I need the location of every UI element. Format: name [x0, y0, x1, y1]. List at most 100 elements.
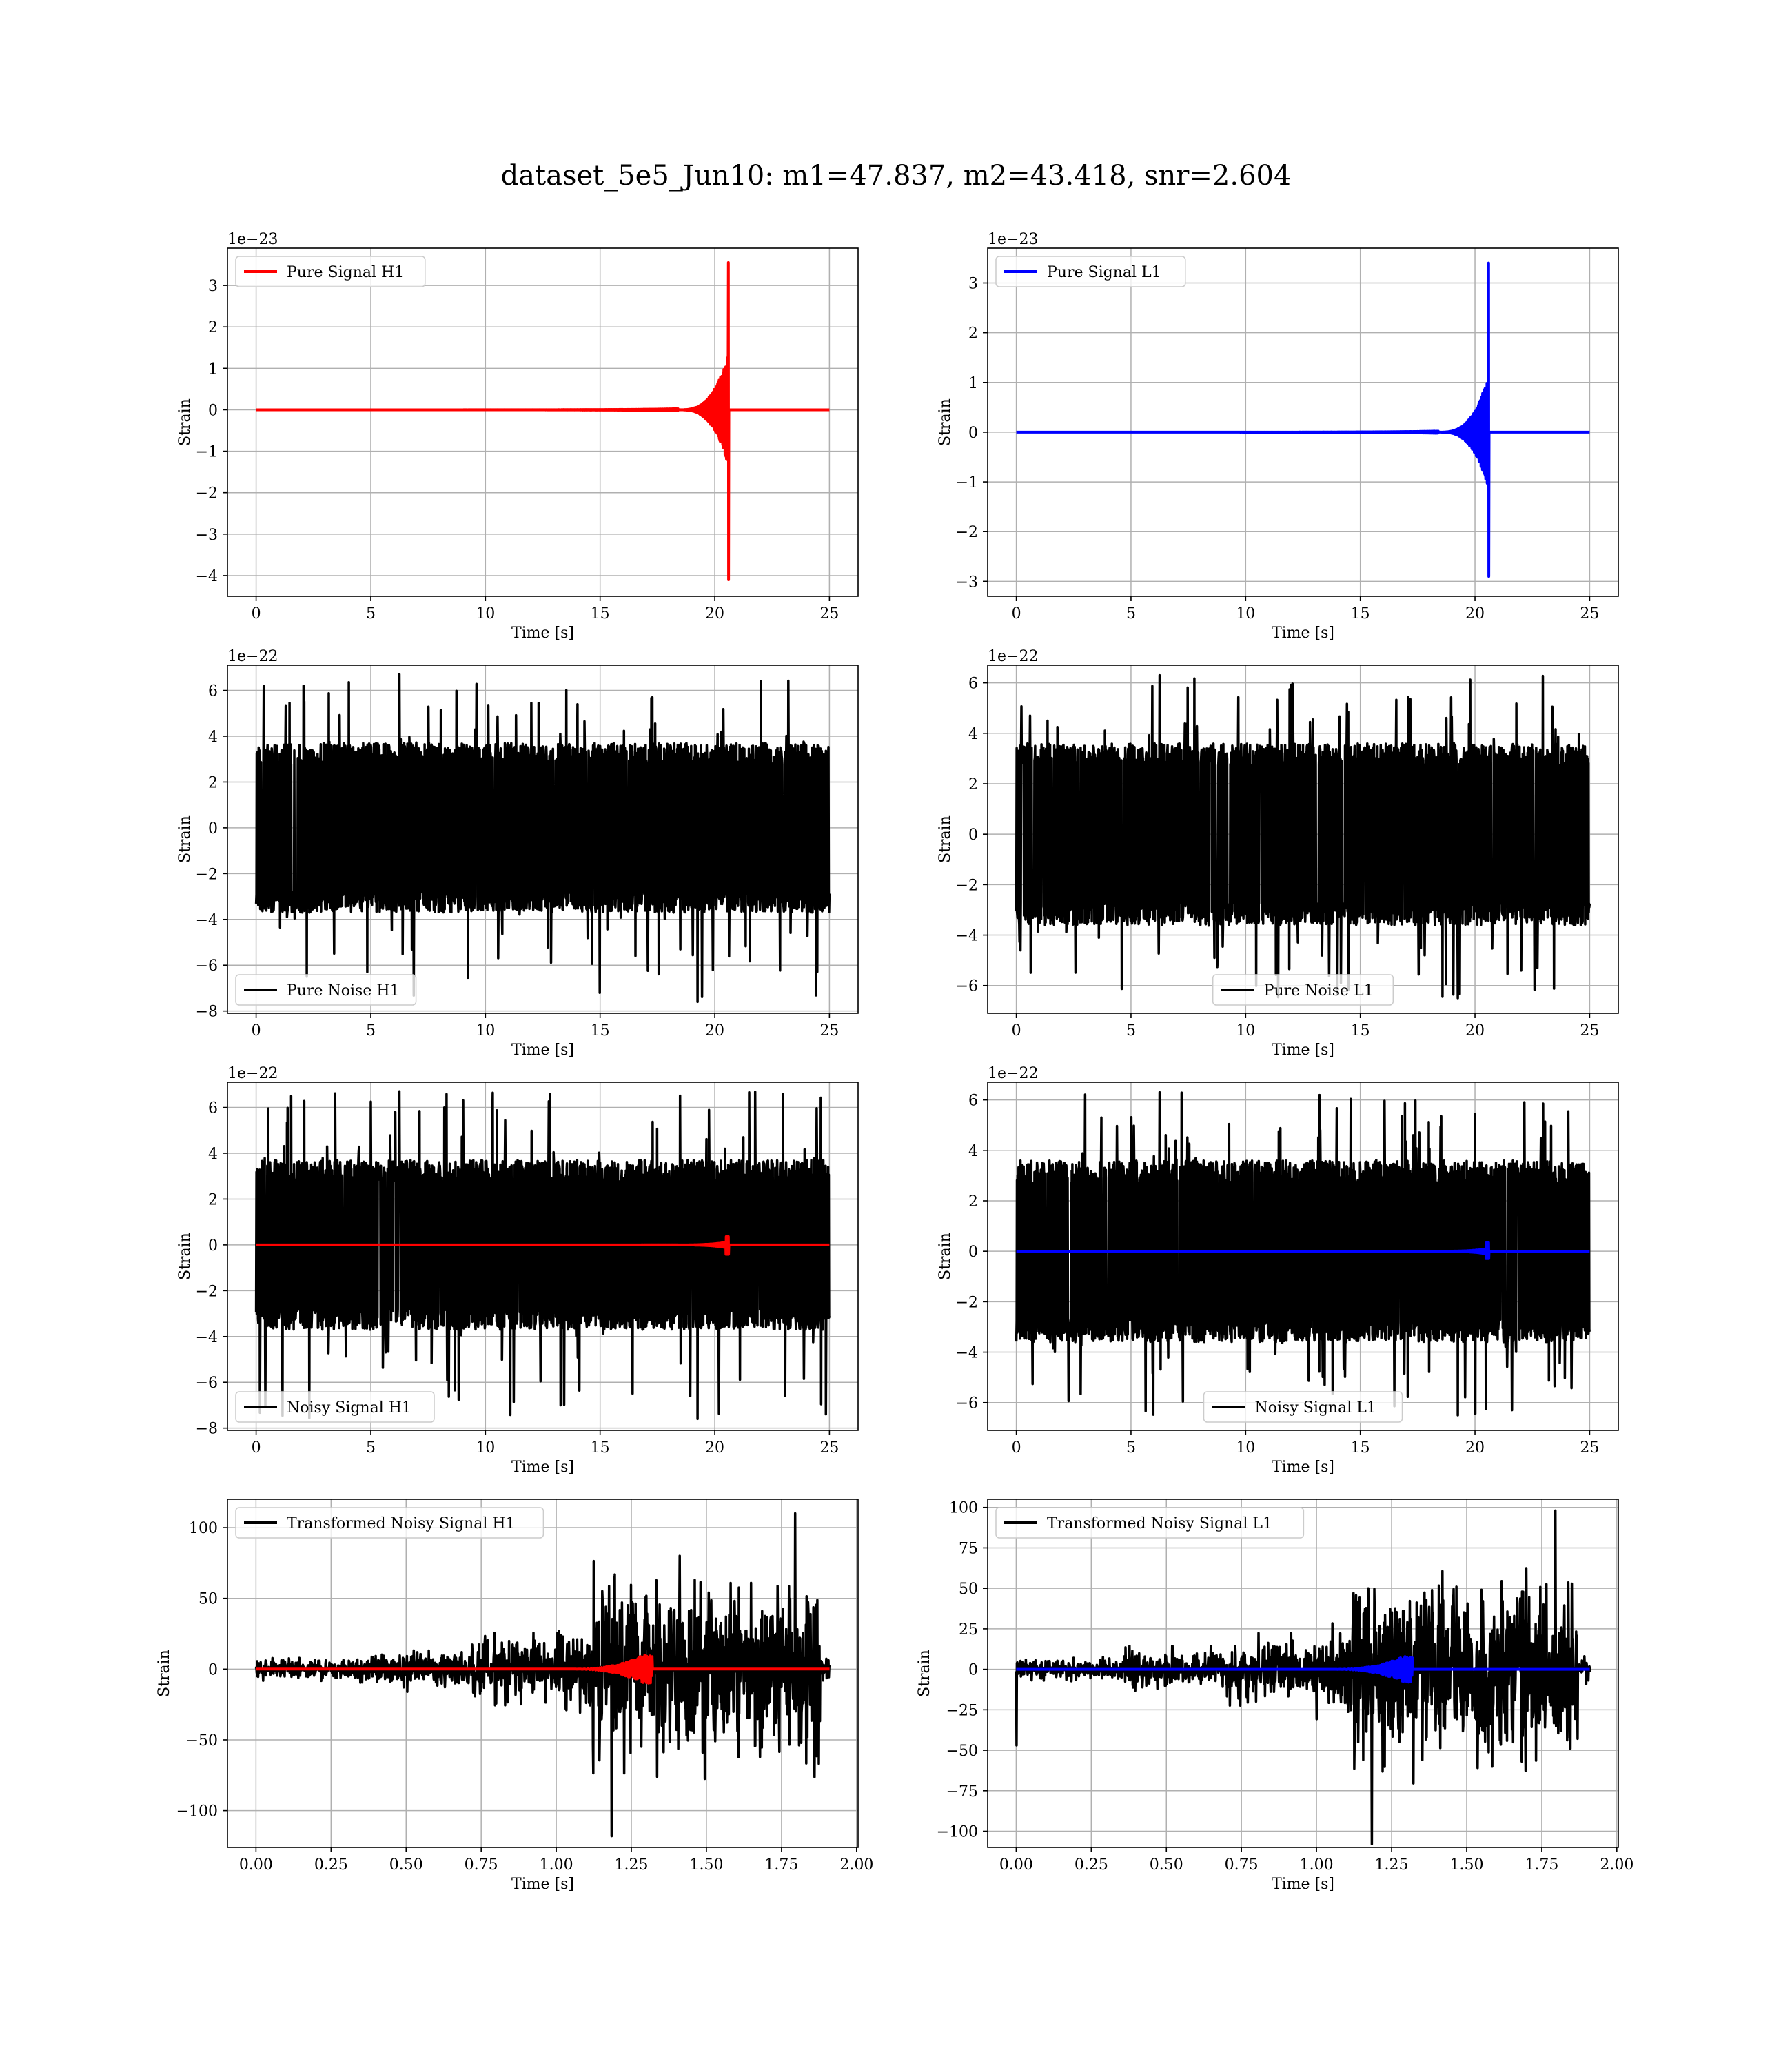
y-tick-label: 0: [208, 402, 218, 419]
y-tick-label: 0: [968, 1244, 978, 1261]
x-axis-label: Time [s]: [1272, 1876, 1334, 1893]
y-tick-label: 0: [968, 1662, 978, 1679]
x-tick-label: 0: [1012, 1439, 1021, 1457]
x-tick-label: 25: [1580, 1439, 1599, 1457]
y-tick-label: 0: [208, 1237, 218, 1255]
x-tick-label: 15: [1351, 605, 1370, 622]
ticks: 0 5 10 15 20 25 −4 −3 −2 −1 0 1 2 3: [196, 278, 839, 622]
legend-box: [235, 1391, 435, 1423]
x-axis-label: Time [s]: [1272, 1459, 1334, 1476]
x-tick-label: 0.50: [1150, 1856, 1183, 1874]
x-tick-label: 5: [1126, 1439, 1136, 1457]
y-tick-label: −8: [196, 1421, 218, 1438]
series-line-signal: [1015, 261, 1591, 578]
x-tick-label: 0.75: [465, 1856, 498, 1874]
y-tick-label: −4: [196, 568, 218, 585]
y-tick-label: −25: [946, 1702, 978, 1719]
x-tick-label: 1.75: [1525, 1856, 1558, 1874]
y-tick-label: −4: [956, 1345, 978, 1362]
x-tick-label: 0.50: [389, 1856, 423, 1874]
offset-text: 1e−23: [988, 231, 1038, 248]
y-axis-label: Strain: [176, 398, 194, 446]
x-tick-label: 0.25: [1075, 1856, 1108, 1874]
legend: Noisy Signal L1: [1203, 1391, 1403, 1423]
ticks: 0 5 10 15 20 25 −3 −2 −1 0 1 2 3: [956, 276, 1600, 623]
plot-area: [1015, 261, 1591, 578]
legend: Transformed Noisy Signal H1: [235, 1507, 544, 1539]
x-tick-label: 20: [1465, 1439, 1485, 1457]
axes-frame: [227, 247, 859, 597]
x-axis-label: Time [s]: [1272, 625, 1334, 642]
x-tick-label: 25: [819, 1439, 839, 1457]
plot-area: [1015, 1509, 1591, 1846]
x-tick-label: 0: [1012, 605, 1021, 622]
axes-frame: [987, 1499, 1619, 1848]
y-tick-label: −3: [956, 574, 978, 591]
y-axis-label: Strain: [176, 815, 194, 863]
y-tick-label: 4: [968, 1143, 978, 1160]
legend-label: Noisy Signal L1: [1255, 1399, 1376, 1417]
legend-label: Pure Signal L1: [1047, 264, 1161, 281]
x-tick-label: 10: [1236, 1022, 1255, 1040]
figure-title: dataset_5e5_Jun10: m1=47.837, m2=43.418,…: [501, 160, 1292, 192]
y-tick-label: 4: [208, 729, 218, 746]
legend-label: Noisy Signal H1: [287, 1399, 411, 1417]
x-tick-label: 0: [252, 1439, 261, 1457]
y-tick-label: 2: [968, 325, 978, 343]
y-tick-label: −100: [176, 1803, 218, 1821]
y-tick-label: −75: [946, 1783, 978, 1801]
y-tick-label: −1: [196, 444, 218, 461]
y-axis-label: Strain: [156, 1650, 173, 1697]
x-tick-label: 1.50: [1449, 1856, 1483, 1874]
y-tick-label: −2: [956, 1294, 978, 1311]
series-line-template: [1015, 1655, 1591, 1684]
x-tick-label: 0.75: [1225, 1856, 1259, 1874]
x-tick-label: 10: [1236, 1439, 1255, 1457]
subplot-l1-row2: 0 5 10 15 20 25 −6 −4 −2 0 2 4 6 1e−22 Time [s] Strain P…: [937, 648, 1619, 1059]
legend-label: Transformed Noisy Signal L1: [1047, 1515, 1272, 1532]
series-line-template: [255, 1654, 831, 1685]
legend-label: Pure Noise L1: [1264, 982, 1374, 1000]
offset-text: 1e−22: [227, 648, 278, 665]
x-tick-label: 10: [476, 1022, 495, 1040]
ticks: 0 5 10 15 20 25 −8 −6 −4 −2 0 2 4 6: [196, 1100, 839, 1457]
x-tick-label: 1.00: [540, 1856, 573, 1874]
y-tick-label: 50: [198, 1591, 218, 1608]
x-tick-label: 0.00: [239, 1856, 273, 1874]
y-tick-label: −3: [196, 527, 218, 544]
x-tick-label: 5: [1126, 605, 1136, 622]
y-tick-label: 4: [968, 726, 978, 743]
y-tick-label: −8: [196, 1004, 218, 1021]
y-tick-label: 0: [968, 425, 978, 442]
plot-area: [1015, 1091, 1591, 1417]
legend: Noisy Signal H1: [235, 1391, 435, 1423]
x-tick-label: 0: [1012, 1022, 1021, 1040]
y-tick-label: −6: [956, 978, 978, 995]
legend: Pure Noise H1: [235, 974, 417, 1006]
legend-label: Pure Signal H1: [287, 264, 404, 281]
series-line-noise: [1015, 673, 1591, 1000]
x-tick-label: 1.00: [1300, 1856, 1334, 1874]
y-tick-label: −2: [196, 866, 218, 883]
axes-frame: [987, 665, 1619, 1014]
y-tick-label: −6: [956, 1395, 978, 1412]
series-line-signal: [254, 261, 831, 581]
y-tick-label: 2: [208, 1191, 218, 1208]
subplot-h1-row2: 0 5 10 15 20 25 −8 −6 −4 −2 0 2 4 6 1e−22 Time [s] Strai…: [176, 648, 859, 1059]
x-tick-label: 10: [476, 605, 495, 622]
x-axis-label: Time [s]: [1272, 1042, 1334, 1059]
y-tick-label: −1: [956, 474, 978, 491]
legend-label: Pure Noise H1: [287, 982, 400, 1000]
y-tick-label: 0: [968, 827, 978, 844]
x-tick-label: 5: [366, 1439, 376, 1457]
y-tick-label: −2: [956, 877, 978, 894]
y-axis-label: Strain: [937, 1233, 954, 1280]
ticks: 0 5 10 15 20 25 −6 −4 −2 0 2 4 6: [956, 676, 1600, 1040]
legend: Pure Signal L1: [995, 256, 1186, 287]
y-tick-label: 6: [968, 676, 978, 693]
plot-area: [254, 673, 831, 1004]
y-axis-label: Strain: [916, 1650, 933, 1697]
y-tick-label: −2: [196, 1283, 218, 1300]
series-line-signal: [254, 1235, 831, 1256]
